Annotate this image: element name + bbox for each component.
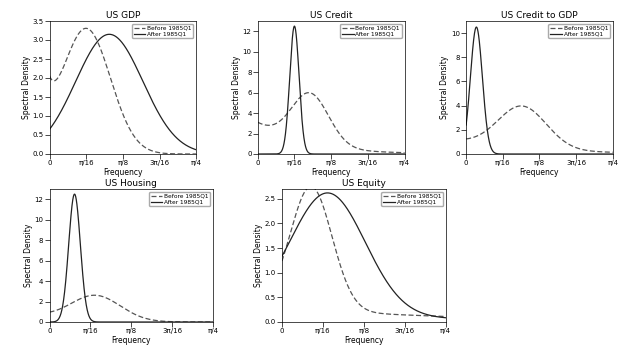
Legend: Before 1985Q1, After 1985Q1: Before 1985Q1, After 1985Q1: [548, 24, 610, 38]
Y-axis label: Spectral Density: Spectral Density: [24, 224, 33, 287]
Y-axis label: Spectral Density: Spectral Density: [441, 56, 449, 119]
X-axis label: Frequency: Frequency: [311, 168, 351, 177]
Title: US Credit to GDP: US Credit to GDP: [501, 11, 578, 20]
X-axis label: Frequency: Frequency: [520, 168, 559, 177]
Legend: Before 1985Q1, After 1985Q1: Before 1985Q1, After 1985Q1: [381, 192, 443, 206]
Legend: Before 1985Q1, After 1985Q1: Before 1985Q1, After 1985Q1: [149, 192, 210, 206]
Title: US Equity: US Equity: [342, 179, 386, 188]
Y-axis label: Spectral Density: Spectral Density: [254, 224, 263, 287]
X-axis label: Frequency: Frequency: [344, 336, 384, 345]
Legend: Before 1985Q1, After 1985Q1: Before 1985Q1, After 1985Q1: [340, 24, 402, 38]
X-axis label: Frequency: Frequency: [111, 336, 151, 345]
Y-axis label: Spectral Density: Spectral Density: [22, 56, 30, 119]
Y-axis label: Spectral Density: Spectral Density: [232, 56, 241, 119]
Title: US Credit: US Credit: [310, 11, 352, 20]
X-axis label: Frequency: Frequency: [103, 168, 142, 177]
Legend: Before 1985Q1, After 1985Q1: Before 1985Q1, After 1985Q1: [132, 24, 193, 38]
Title: US Housing: US Housing: [105, 179, 157, 188]
Title: US GDP: US GDP: [106, 11, 140, 20]
